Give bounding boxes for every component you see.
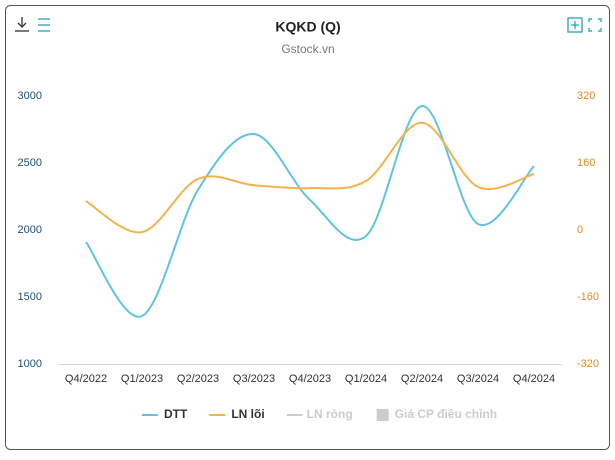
series-line (85, 121, 535, 234)
icon-part (598, 18, 602, 22)
icon-part (598, 28, 602, 32)
y2-tick-label: 160 (577, 157, 595, 169)
x-tick-label: Q2/2023 (177, 373, 219, 385)
x-tick-label: Q3/2023 (233, 373, 275, 385)
x-tick-label: Q1/2024 (345, 373, 387, 385)
add-icon[interactable] (567, 17, 583, 33)
download-icon[interactable] (15, 17, 29, 32)
x-tick-label: Q4/2022 (65, 373, 107, 385)
x-tick-label: Q3/2024 (457, 373, 499, 385)
legend-label[interactable]: LN ròng (307, 407, 353, 421)
y-tick-label: 3000 (18, 90, 42, 102)
y-tick-label: 1500 (18, 291, 42, 303)
icon-part (588, 28, 592, 32)
legend-label[interactable]: DTT (164, 407, 188, 421)
y2-tick-label: 0 (577, 224, 583, 236)
chart-subtitle: Gstock.vn (281, 42, 334, 56)
y-tick-label: 1000 (18, 358, 42, 370)
x-tick-label: Q4/2024 (513, 373, 555, 385)
card (5, 5, 610, 450)
icon-part (588, 18, 592, 22)
y-tick-label: 2000 (18, 224, 42, 236)
y2-tick-label: -320 (577, 358, 599, 370)
y2-tick-label: 320 (577, 90, 595, 102)
x-tick-label: Q2/2024 (401, 373, 443, 385)
x-tick-label: Q1/2023 (121, 373, 163, 385)
x-tick-label: Q4/2023 (289, 373, 331, 385)
icon-part (17, 22, 27, 28)
y-tick-label: 2500 (18, 157, 42, 169)
legend-label[interactable]: Giá CP điều chỉnh (395, 407, 497, 421)
chart-title: KQKD (Q) (275, 19, 340, 35)
fullscreen-icon[interactable] (588, 18, 602, 32)
legend-label[interactable]: LN lõi (231, 407, 264, 421)
y2-tick-label: -160 (577, 291, 599, 303)
menu-icon[interactable] (38, 18, 50, 32)
legend-swatch (376, 409, 389, 421)
series-line (85, 105, 535, 318)
icon-part (567, 17, 583, 33)
